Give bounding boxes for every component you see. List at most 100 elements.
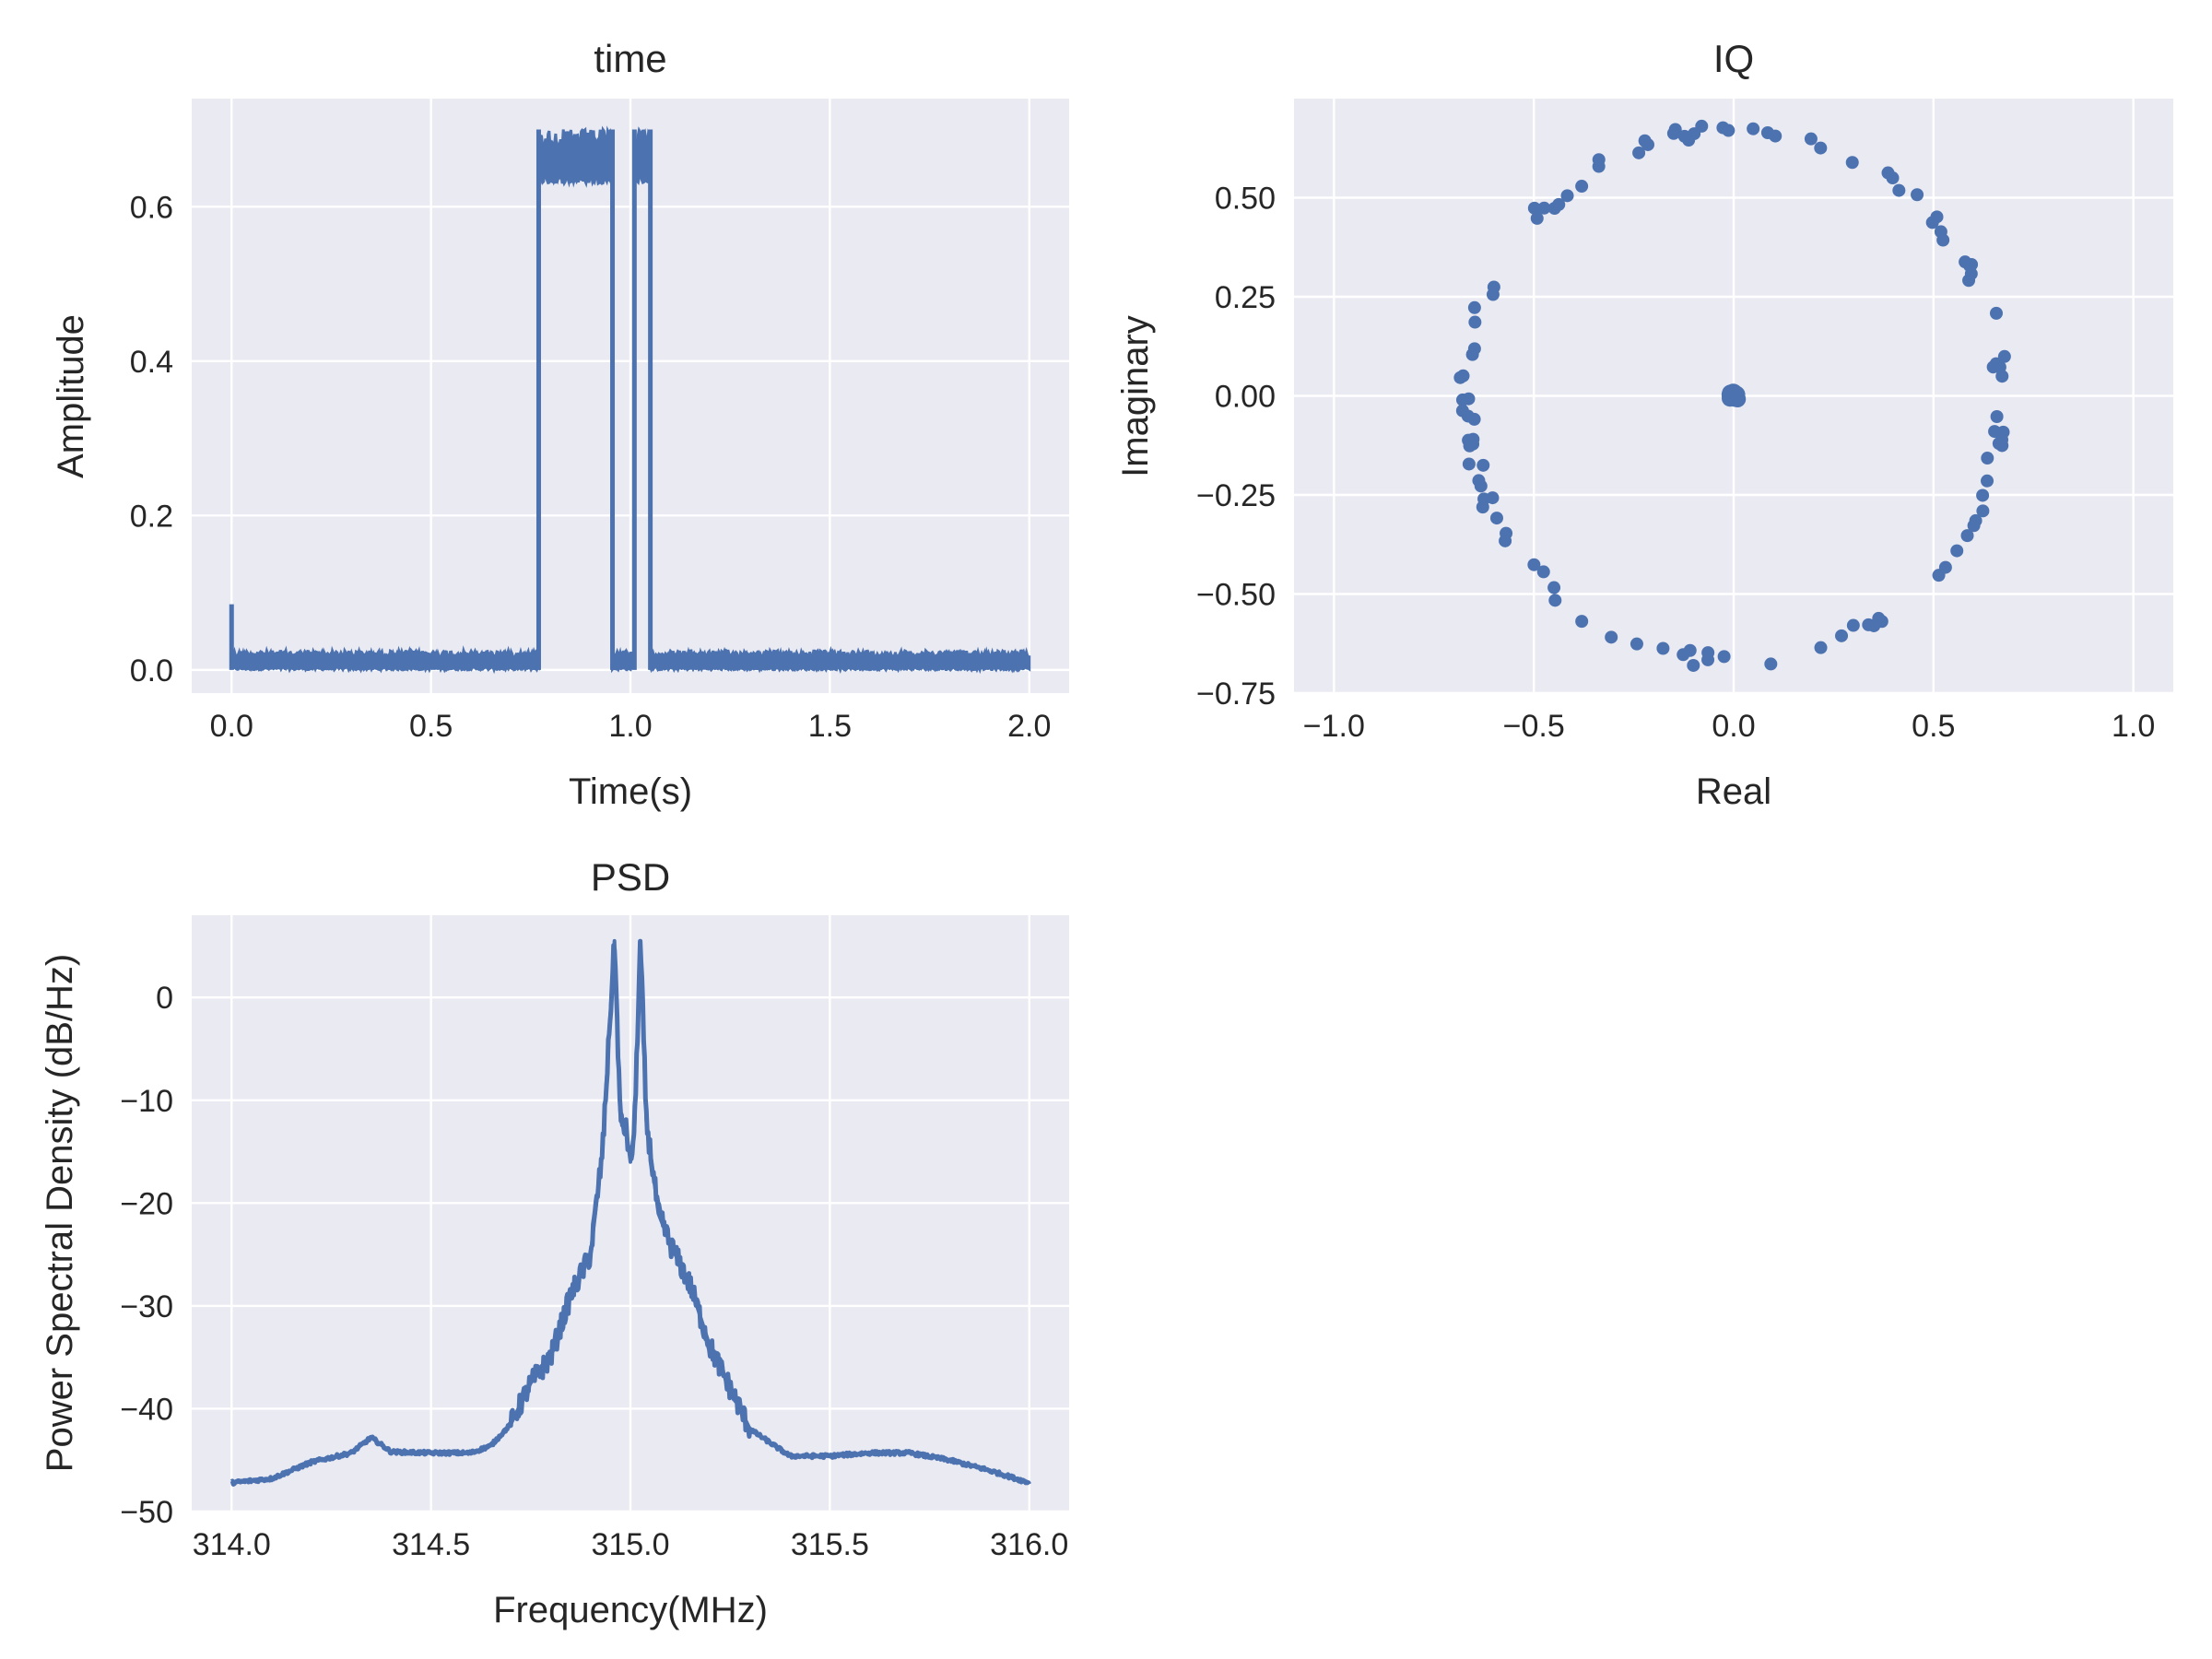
- iq-point: [1462, 457, 1476, 471]
- time-xtick-label: 1.5: [808, 709, 852, 744]
- iq-xtick-label: 1.0: [2112, 709, 2155, 744]
- iq-point: [1527, 558, 1541, 571]
- iq-point: [1687, 658, 1700, 672]
- time-xtick-label: 0.5: [409, 709, 453, 744]
- iq-point: [1476, 500, 1489, 514]
- psd-ylabel: Power Spectral Density (dB/Hz): [40, 954, 80, 1472]
- psd-ytick-label: −50: [120, 1495, 173, 1530]
- iq-point: [1981, 452, 1994, 465]
- iq-point: [1892, 183, 1906, 197]
- iq-point: [1990, 410, 2004, 424]
- iq-point: [1716, 121, 1730, 135]
- psd-xtick-label: 314.5: [392, 1527, 470, 1562]
- iq-point: [1717, 650, 1731, 664]
- iq-point: [1875, 615, 1888, 629]
- psd-ytick-label: −40: [120, 1392, 173, 1427]
- iq-point: [1997, 349, 2011, 363]
- iq-point: [1677, 129, 1691, 143]
- iq-point: [1760, 126, 1774, 140]
- iq-point: [1537, 201, 1551, 215]
- iq-point: [1804, 132, 1818, 146]
- iq-point: [1881, 166, 1895, 180]
- iq-point: [1468, 315, 1482, 329]
- time-ytick-label: 0.2: [130, 499, 173, 534]
- iq-center-point: [1722, 385, 1739, 403]
- psd-ytick-label: −10: [120, 1084, 173, 1119]
- psd-ytick-label: −30: [120, 1289, 173, 1324]
- iq-point: [1527, 201, 1541, 215]
- iq-point: [1960, 529, 1974, 543]
- iq-point: [1845, 156, 1859, 170]
- iq-point: [1656, 641, 1670, 655]
- iq-point: [1862, 618, 1876, 631]
- iq-point: [1467, 300, 1481, 314]
- iq-point: [1981, 474, 1994, 488]
- iq-point: [1560, 189, 1574, 203]
- iq-point: [1911, 188, 1924, 202]
- iq-xtick-label: −0.5: [1503, 709, 1565, 744]
- iq-point: [1592, 159, 1606, 173]
- time-chart: 0.0 0.5 1.0 1.5 2.0 0.0 0.2 0.4 0.6 time Time(s)…: [51, 37, 1069, 812]
- time-signal-band: [611, 646, 636, 674]
- iq-ylabel: Imaginary: [1115, 315, 1156, 477]
- iq-point: [1764, 657, 1778, 671]
- iq-point: [1666, 126, 1680, 140]
- time-ytick-label: 0.6: [130, 190, 173, 225]
- iq-point: [1934, 225, 1947, 239]
- iq-point: [1477, 458, 1490, 472]
- iq-point: [1993, 360, 2006, 374]
- time-signal-band: [229, 645, 540, 675]
- psd-xtick-label: 315.5: [791, 1527, 869, 1562]
- iq-ytick-label: −0.50: [1196, 578, 1276, 613]
- time-xtick-label: 0.0: [210, 709, 253, 744]
- time-signal-band: [632, 126, 653, 185]
- iq-point: [1950, 544, 1964, 558]
- time-ylabel: Amplitude: [51, 314, 91, 478]
- time-xtick-label: 1.0: [608, 709, 652, 744]
- time-xlabel: Time(s): [569, 771, 692, 812]
- iq-point: [1930, 210, 1944, 224]
- iq-point: [1938, 560, 1952, 574]
- iq-point: [1989, 306, 2003, 320]
- iq-point: [1605, 630, 1618, 644]
- iq-point: [1487, 280, 1500, 294]
- iq-point: [1575, 180, 1589, 194]
- iq-xtick-label: −1.0: [1303, 709, 1365, 744]
- iq-point: [1969, 513, 1983, 527]
- iq-point: [1547, 581, 1561, 594]
- iq-point: [1630, 637, 1643, 651]
- iq-point: [1976, 488, 1990, 502]
- iq-title: IQ: [1713, 37, 1754, 80]
- iq-ytick-label: 0.00: [1215, 380, 1276, 415]
- iq-xtick-label: 0.0: [1712, 709, 1755, 744]
- iq-point: [1467, 342, 1481, 356]
- iq-point: [1677, 648, 1690, 662]
- iq-point: [1632, 146, 1646, 159]
- iq-xtick-label: 0.5: [1912, 709, 1955, 744]
- iq-ytick-label: −0.75: [1196, 677, 1276, 712]
- iq-point: [1835, 629, 1849, 642]
- iq-point: [1548, 594, 1562, 607]
- time-title: time: [594, 37, 666, 80]
- iq-point: [1641, 137, 1654, 151]
- iq-ytick-label: 0.25: [1215, 280, 1276, 315]
- iq-ytick-label: 0.50: [1215, 182, 1276, 217]
- iq-point: [1489, 512, 1503, 525]
- time-signal-band: [537, 125, 614, 189]
- psd-xtick-label: 316.0: [990, 1527, 1068, 1562]
- iq-point: [1462, 392, 1476, 406]
- iq-point: [1552, 197, 1566, 211]
- psd-title: PSD: [591, 855, 670, 899]
- iq-point: [1453, 371, 1467, 384]
- time-signal-band: [649, 645, 1031, 675]
- psd-xtick-label: 315.0: [591, 1527, 669, 1562]
- time-ytick-label: 0.0: [130, 653, 173, 688]
- iq-point: [1575, 615, 1589, 629]
- iq-ytick-label: −0.25: [1196, 478, 1276, 513]
- iq-point: [1747, 122, 1760, 135]
- iq-point: [1988, 425, 2002, 439]
- psd-ytick-label: −20: [120, 1186, 173, 1221]
- iq-point: [1461, 409, 1475, 423]
- time-ytick-label: 0.4: [130, 345, 173, 380]
